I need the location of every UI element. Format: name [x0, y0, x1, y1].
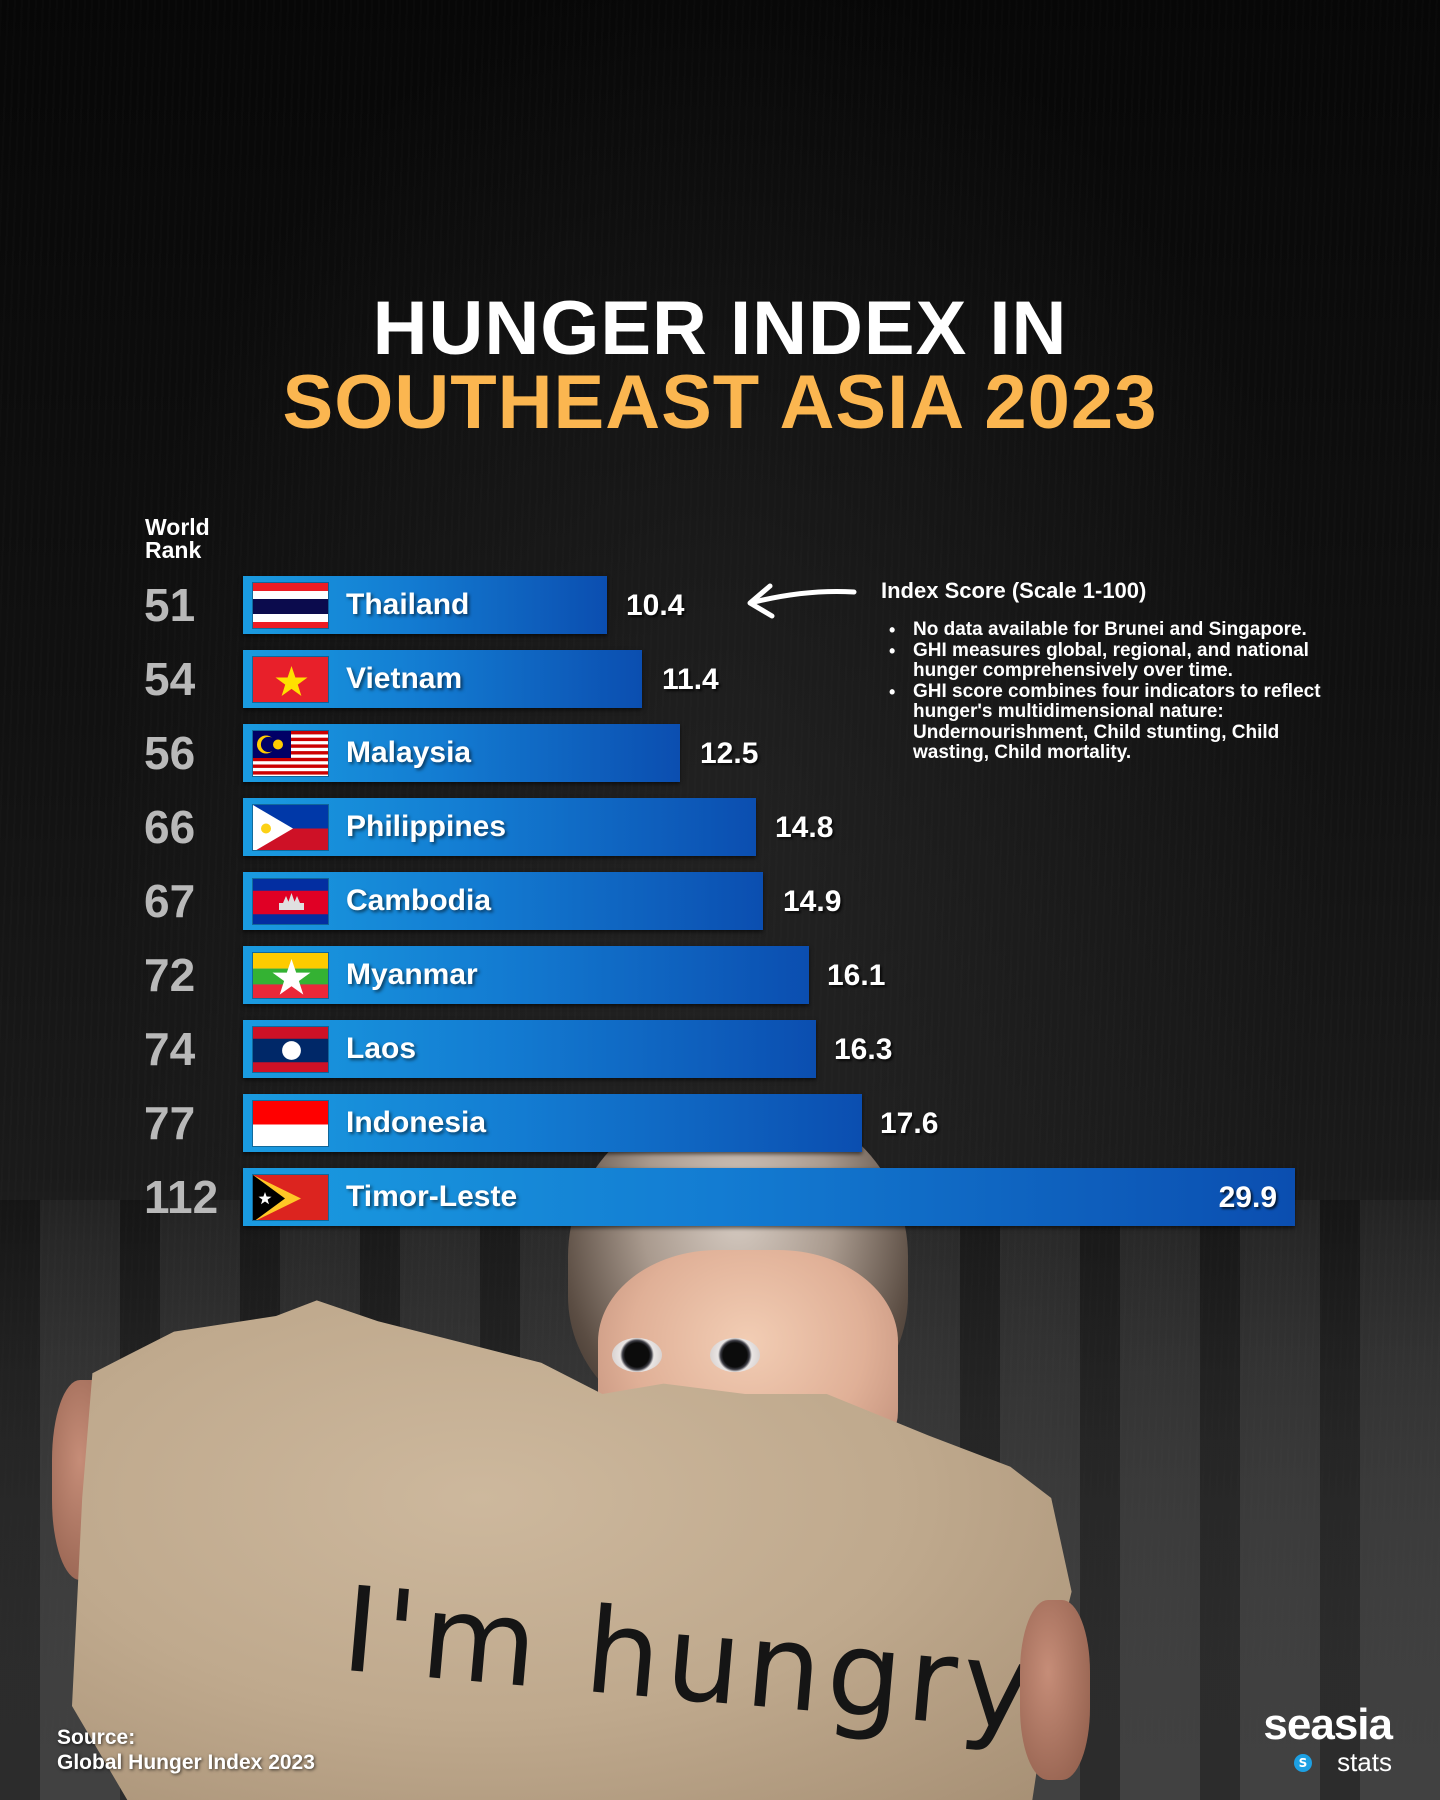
bar-row-thailand: 51 Thailand 10.4 — [0, 576, 1440, 634]
rank-label: 54 — [144, 653, 196, 705]
source-value: Global Hunger Index 2023 — [57, 1751, 315, 1774]
logo-s-icon: S — [1294, 1754, 1312, 1772]
timor-leste-flag-icon — [252, 1174, 329, 1221]
country-label: Vietnam — [346, 662, 463, 695]
rank-label: 56 — [144, 727, 196, 779]
cardboard-sign: I'm hungry — [72, 1300, 1072, 1800]
country-label: Philippines — [346, 810, 507, 843]
bar-row-timor-leste: 112 Timor-Leste 29.9 — [0, 1168, 1440, 1226]
malaysia-flag-icon — [252, 730, 329, 777]
score-label: 14.9 — [783, 885, 842, 918]
rank-label: 74 — [144, 1023, 196, 1075]
bar-row-philippines: 66 Philippines 14.8 — [0, 798, 1440, 856]
score-label: 16.3 — [834, 1033, 893, 1066]
rank-label: 51 — [144, 579, 196, 631]
bar: Laos — [243, 1020, 816, 1078]
bar: Cambodia — [243, 872, 763, 930]
title-line-1: HUNGER INDEX IN — [372, 286, 1068, 371]
title-line-2: SOUTHEAST ASIA 2023 — [282, 360, 1158, 445]
myanmar-flag-icon — [252, 952, 329, 999]
hungry-child-photo: I'm hungry — [0, 1080, 1440, 1800]
arrow-left-icon — [747, 583, 857, 619]
bar-row-malaysia: 56 Malaysia 12.5 — [0, 724, 1440, 782]
score-label: 12.5 — [700, 737, 759, 770]
source-label: Source: — [57, 1726, 136, 1749]
country-label: Malaysia — [346, 736, 472, 769]
chart-title: HUNGER INDEX IN SOUTHEAST ASIA 2023 — [0, 286, 1440, 445]
country-label: Cambodia — [346, 884, 492, 917]
child-eye-right — [710, 1338, 760, 1372]
notes-panel: Index Score (Scale 1-100) No data availa… — [881, 578, 1321, 764]
country-label: Indonesia — [346, 1106, 487, 1139]
child-hand-right — [1020, 1600, 1090, 1780]
bar: Indonesia — [243, 1094, 862, 1152]
indonesia-flag-icon — [252, 1100, 329, 1147]
source-credit: Source: Global Hunger Index 2023 — [57, 1725, 315, 1775]
bar: Myanmar — [243, 946, 809, 1004]
rank-label: 66 — [144, 801, 196, 853]
seasia-stats-logo: seasia S stats — [1222, 1700, 1393, 1780]
rank-label: 67 — [144, 875, 196, 927]
bar-row-cambodia: 67 Cambodia 14.9 — [0, 872, 1440, 930]
bar-row-vietnam: 54 Vietnam 11.4 — [0, 650, 1440, 708]
cambodia-flag-icon — [252, 878, 329, 925]
notes-heading: Index Score (Scale 1-100) — [881, 578, 1147, 603]
notes-list: No data available for Brunei and Singapo… — [881, 619, 1321, 764]
bar: Philippines — [243, 798, 756, 856]
score-label: 14.8 — [775, 811, 834, 844]
child-eye-left — [612, 1338, 662, 1372]
bar-row-laos: 74 Laos 16.3 — [0, 1020, 1440, 1078]
world-rank-header: World Rank — [145, 514, 210, 563]
bar: Timor-Leste 29.9 — [243, 1168, 1295, 1226]
logo-subtitle: stats — [1337, 1747, 1392, 1777]
score-label: 29.9 — [1218, 1181, 1277, 1214]
score-label: 11.4 — [662, 663, 719, 696]
bar: Vietnam — [243, 650, 642, 708]
note-item: No data available for Brunei and Singapo… — [881, 619, 1321, 641]
logo-wordmark: seasia — [1263, 1700, 1393, 1749]
rank-label: 77 — [144, 1097, 196, 1149]
philippines-flag-icon — [252, 804, 329, 851]
sign-text: I'm hungry — [337, 1559, 1044, 1759]
bar-row-myanmar: 72 Myanmar 16.1 — [0, 946, 1440, 1004]
country-label: Myanmar — [346, 958, 478, 991]
bar: Malaysia — [243, 724, 680, 782]
vietnam-flag-icon — [252, 656, 329, 703]
score-label: 16.1 — [827, 959, 886, 992]
note-item: GHI score combines four indicators to re… — [881, 681, 1321, 764]
country-label: Laos — [346, 1032, 417, 1065]
rank-label: 72 — [144, 949, 196, 1001]
rank-label: 112 — [144, 1171, 219, 1223]
score-label: 10.4 — [626, 589, 685, 622]
note-item: GHI measures global, regional, and natio… — [881, 640, 1321, 682]
score-label: 17.6 — [880, 1107, 939, 1140]
country-label: Thailand — [346, 588, 470, 621]
laos-flag-icon — [252, 1026, 329, 1073]
bar-row-indonesia: 77 Indonesia 17.6 — [0, 1094, 1440, 1152]
bar: Thailand — [243, 576, 607, 634]
country-label: Timor-Leste — [346, 1180, 518, 1213]
thailand-flag-icon — [252, 582, 329, 629]
